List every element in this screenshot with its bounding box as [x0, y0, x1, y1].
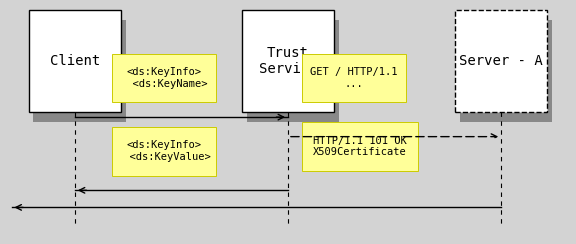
- Bar: [302, 122, 418, 171]
- Bar: [247, 20, 339, 122]
- Bar: [302, 54, 406, 102]
- Text: Client: Client: [50, 54, 100, 68]
- Bar: [33, 20, 126, 122]
- Text: HTTP/1.1 101 OK
X509Certificate: HTTP/1.1 101 OK X509Certificate: [313, 136, 407, 157]
- Bar: [29, 10, 121, 112]
- Bar: [112, 127, 216, 176]
- Bar: [455, 10, 547, 112]
- Text: <ds:KeyInfo>
  <ds:KeyName>: <ds:KeyInfo> <ds:KeyName>: [120, 67, 208, 89]
- Text: <ds:KeyInfo>
  <ds:KeyValue>: <ds:KeyInfo> <ds:KeyValue>: [118, 141, 211, 162]
- Bar: [112, 54, 216, 102]
- Bar: [460, 20, 552, 122]
- Text: Server - A: Server - A: [459, 54, 543, 68]
- Text: Trust
Service: Trust Service: [259, 46, 317, 76]
- Bar: [242, 10, 334, 112]
- Text: GET / HTTP/1.1
...: GET / HTTP/1.1 ...: [310, 67, 398, 89]
